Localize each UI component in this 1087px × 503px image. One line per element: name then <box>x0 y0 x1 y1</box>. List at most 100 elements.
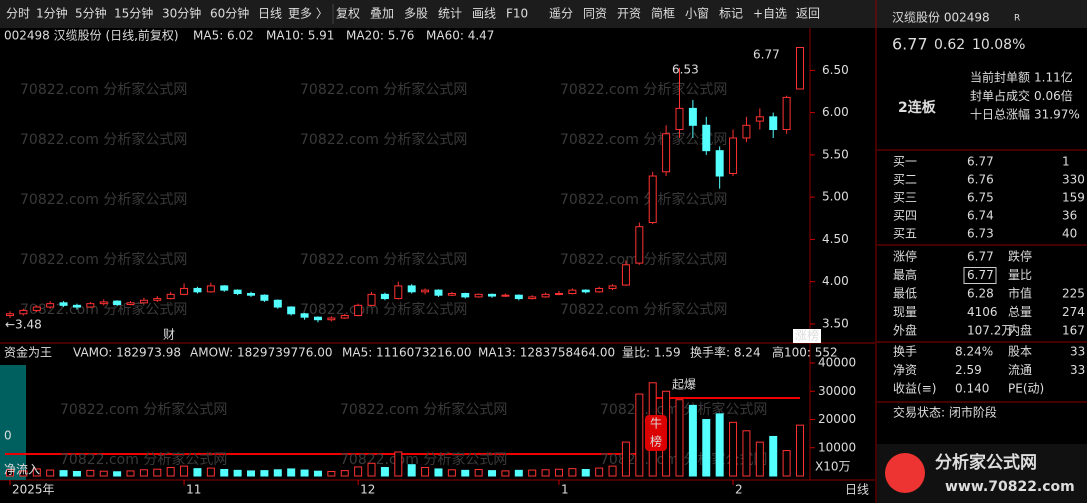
toolbar-bg <box>0 0 1087 28</box>
candle-body <box>769 116 778 131</box>
book-price: 6.77 <box>967 155 994 169</box>
watermark: 70822.com 分析家公式网 <box>560 131 727 148</box>
toolbar-button[interactable]: 叠加 <box>370 7 394 21</box>
indicator-label: MA20: 5.76 <box>346 29 414 43</box>
toolbar-button[interactable]: 简框 <box>651 7 675 21</box>
candle-body <box>380 293 389 300</box>
candle-body <box>180 287 189 295</box>
seal-label: 十日总涨幅 <box>970 107 1030 122</box>
watermark: 70822.com 分析家公式网 <box>300 81 467 98</box>
badge-text: 榜 <box>650 434 662 449</box>
candle-body <box>595 287 604 293</box>
candle-body <box>782 96 791 131</box>
volume-bar <box>166 467 175 477</box>
candle-body <box>313 316 322 321</box>
toolbar-button[interactable]: 5分钟 <box>75 6 107 21</box>
candle-body <box>407 285 416 293</box>
book-volume: 159 <box>1062 191 1085 205</box>
candle-body <box>688 107 697 126</box>
toolbar-button[interactable]: 60分钟 <box>210 6 249 21</box>
toolbar-button[interactable]: 分时 <box>6 7 30 21</box>
candle-body <box>488 293 497 297</box>
streak: 2连板 <box>898 99 937 116</box>
toolbar-button[interactable]: 30分钟 <box>162 6 201 21</box>
toolbar-button[interactable]: 日线 <box>258 7 282 21</box>
candle-body <box>139 299 148 304</box>
toolbar-button[interactable]: 多股 <box>404 7 428 21</box>
toolbar-button[interactable]: 遥分 <box>549 7 573 21</box>
candle-body <box>59 302 68 306</box>
stat-value: 274 <box>1062 305 1085 319</box>
volume-bar <box>99 470 108 477</box>
highlight-box <box>963 267 997 284</box>
toolbar-button[interactable]: 同资 <box>583 7 607 21</box>
toolbar-button[interactable]: 开资 <box>617 7 641 21</box>
toolbar-button[interactable]: 画线 <box>472 7 496 21</box>
volume-bar <box>407 464 416 477</box>
candle-body <box>354 304 363 316</box>
vol-tick-label: 30000 <box>818 384 856 398</box>
candle-body <box>46 303 55 308</box>
watermark: 70822.com 分析家公式网 <box>560 191 727 208</box>
annotation: ←3.48 <box>5 318 42 332</box>
logo-url: www.70822.com <box>945 479 1075 495</box>
toolbar-button[interactable]: +自选 <box>753 7 787 21</box>
candle-body <box>474 293 483 298</box>
stat-value: 107.2万 <box>967 324 1013 338</box>
candle-body <box>220 285 229 291</box>
candle-body <box>554 293 563 296</box>
toolbar-button[interactable]: 15分钟 <box>114 6 153 21</box>
indicator-label: 002498 汉缆股份 (日线,前复权) <box>4 28 179 43</box>
volume-bar <box>394 451 403 477</box>
candle-body <box>662 133 671 173</box>
book-label: 买二 <box>893 173 917 187</box>
volume-bar <box>327 470 336 477</box>
volume-bar <box>742 430 751 477</box>
indicator-label: MA10: 5.91 <box>266 29 334 43</box>
indicator-label: 换手率: 8.24 <box>690 345 761 360</box>
candle-body <box>461 293 470 298</box>
watermark: 70822.com 分析家公式网 <box>560 81 727 98</box>
candle-body <box>742 124 751 139</box>
stat-value: 33 <box>1070 345 1085 359</box>
x-tick-label: 1 <box>561 483 569 497</box>
trade-status: 交易状态: 闭市阶段 <box>893 405 997 420</box>
candle-body <box>621 264 630 286</box>
volume-bar <box>313 470 322 477</box>
stock-name: 汉缆股份 002498 <box>892 11 990 25</box>
toolbar-button[interactable]: 1分钟 <box>36 6 68 21</box>
watermark: 70822.com 分析家公式网 <box>300 251 467 268</box>
volume-bar <box>595 467 604 477</box>
badge <box>793 329 821 343</box>
volume-bar <box>300 469 309 477</box>
stat-label: 市值 <box>1008 286 1032 301</box>
toolbar-button[interactable]: 更多 〉 <box>288 7 328 21</box>
indicator-label: AMOW: 1829739776.00 <box>190 346 332 360</box>
watermark: 70822.com 分析家公式网 <box>20 251 187 268</box>
annotation: 财 <box>163 328 175 342</box>
volume-bar <box>715 413 724 477</box>
candle-body <box>729 137 738 174</box>
candle-body <box>755 116 764 122</box>
watermark: 70822.com 分析家公式网 <box>300 301 467 318</box>
toolbar-button[interactable]: F10 <box>506 7 528 21</box>
toolbar-button[interactable]: 小窗 <box>685 7 709 21</box>
toolbar-button[interactable]: 返回 <box>796 7 820 21</box>
volume-bar <box>635 393 644 477</box>
volume-bar <box>581 469 590 477</box>
toolbar-button[interactable]: 复权 <box>336 7 360 21</box>
toolbar-button[interactable]: 标记 <box>719 7 743 21</box>
flag: R <box>1014 14 1020 24</box>
toolbar-button[interactable]: 统计 <box>438 7 462 21</box>
stat-label: PE(动) <box>1008 382 1044 396</box>
candle-body <box>287 306 296 315</box>
candle-body <box>528 296 537 300</box>
badge-text: 涨榜 <box>795 328 819 343</box>
book-label: 买一 <box>893 155 917 169</box>
book-price: 6.76 <box>967 173 994 187</box>
indicator-label: 高100: 552 <box>772 345 838 360</box>
volume-bar <box>260 470 269 477</box>
seal-label: 当前封单额 <box>970 70 1030 85</box>
book-price: 6.74 <box>967 209 994 223</box>
